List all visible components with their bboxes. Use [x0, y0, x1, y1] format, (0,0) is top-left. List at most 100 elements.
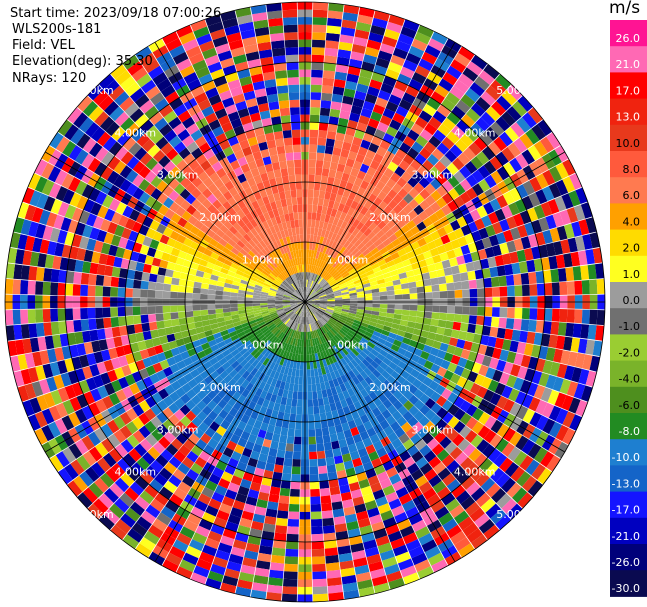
velocity-gate	[397, 188, 409, 199]
velocity-gate	[320, 175, 329, 184]
velocity-gate	[237, 303, 246, 308]
velocity-gate	[441, 98, 456, 112]
velocity-gate	[362, 316, 371, 322]
velocity-gate	[458, 330, 468, 341]
velocity-gate	[286, 160, 295, 169]
velocity-gate	[317, 458, 327, 467]
velocity-gate	[337, 49, 352, 59]
velocity-gate	[456, 339, 466, 349]
velocity-gate	[162, 291, 171, 299]
velocity-gate	[317, 450, 326, 459]
velocity-gate	[148, 273, 158, 283]
velocity-gate	[476, 278, 485, 289]
velocity-gate	[375, 57, 390, 69]
velocity-gate	[417, 25, 434, 38]
velocity-gate	[315, 160, 324, 169]
velocity-gate	[375, 229, 385, 239]
velocity-gate	[322, 525, 335, 534]
velocity-gate	[321, 85, 334, 94]
velocity-gate	[328, 169, 337, 178]
velocity-gate	[272, 47, 286, 57]
velocity-gate	[270, 440, 279, 450]
velocity-gate	[423, 234, 434, 244]
velocity-gate	[347, 207, 355, 217]
velocity-gate	[503, 162, 516, 177]
velocity-gate	[446, 131, 460, 144]
velocity-gate	[509, 251, 519, 264]
velocity-gate	[284, 32, 298, 41]
velocity-gate	[293, 212, 299, 221]
velocity-gate	[334, 274, 343, 281]
velocity-gate	[357, 269, 366, 277]
velocity-gate	[157, 328, 167, 337]
velocity-gate	[345, 181, 354, 192]
velocity-gate	[327, 123, 338, 133]
colorbar-tick-label: 17.0	[616, 84, 641, 97]
velocity-gate	[345, 263, 353, 270]
velocity-gate	[300, 249, 304, 258]
velocity-gate	[324, 263, 331, 272]
velocity-gate	[432, 110, 447, 124]
velocity-gate	[410, 241, 420, 251]
velocity-gate	[324, 287, 333, 293]
velocity-gate	[370, 247, 380, 256]
velocity-gate	[367, 231, 376, 240]
velocity-gate	[502, 191, 515, 205]
velocity-gate	[309, 451, 318, 460]
velocity-gate	[520, 319, 530, 332]
velocity-gate	[311, 305, 319, 310]
velocity-gate	[428, 135, 442, 148]
velocity-gate	[80, 308, 89, 320]
velocity-gate	[453, 247, 464, 258]
velocity-gate	[437, 319, 447, 328]
velocity-gate	[417, 305, 425, 312]
velocity-gate	[306, 287, 310, 295]
velocity-gate	[284, 563, 298, 572]
velocity-gate	[312, 24, 327, 33]
velocity-gate	[150, 265, 160, 275]
velocity-gate	[280, 115, 291, 124]
velocity-gate	[454, 306, 463, 315]
velocity-gate	[424, 311, 433, 319]
velocity-gate	[222, 291, 231, 296]
velocity-gate	[384, 255, 393, 264]
velocity-gate	[483, 316, 492, 327]
velocity-gate	[311, 292, 318, 298]
velocity-gate	[305, 294, 307, 302]
velocity-gate	[281, 2, 297, 11]
velocity-gate	[273, 131, 284, 140]
velocity-gate	[50, 321, 60, 335]
velocity-gate	[334, 297, 343, 300]
velocity-gate	[356, 212, 365, 222]
velocity-gate	[35, 309, 44, 323]
velocity-gate	[148, 281, 157, 290]
velocity-gate	[342, 12, 358, 22]
velocity-gate	[493, 136, 508, 152]
velocity-gate	[308, 249, 312, 258]
velocity-gate	[281, 473, 292, 482]
velocity-gate	[381, 267, 390, 275]
velocity-gate	[327, 247, 334, 256]
velocity-gate	[587, 324, 597, 340]
velocity-gate	[155, 282, 164, 291]
velocity-gate	[359, 273, 368, 279]
velocity-gate	[411, 141, 424, 154]
velocity-gate	[491, 287, 500, 297]
velocity-gate	[332, 260, 339, 268]
velocity-gate	[327, 296, 335, 299]
colorbar-tick-label: -13.0	[612, 477, 640, 490]
velocity-gate	[341, 258, 349, 266]
velocity-gate	[432, 340, 442, 350]
velocity-gate	[356, 253, 365, 261]
velocity-gate	[307, 376, 312, 385]
velocity-gate	[311, 77, 323, 86]
velocity-gate	[293, 383, 299, 392]
velocity-gate	[319, 305, 327, 309]
velocity-gate	[345, 127, 356, 137]
velocity-gate	[468, 315, 477, 325]
velocity-gate	[317, 289, 325, 295]
velocity-gate	[372, 330, 382, 338]
range-ring-label: 3.00km	[412, 423, 454, 436]
velocity-gate	[50, 308, 59, 322]
velocity-gate	[230, 296, 238, 301]
